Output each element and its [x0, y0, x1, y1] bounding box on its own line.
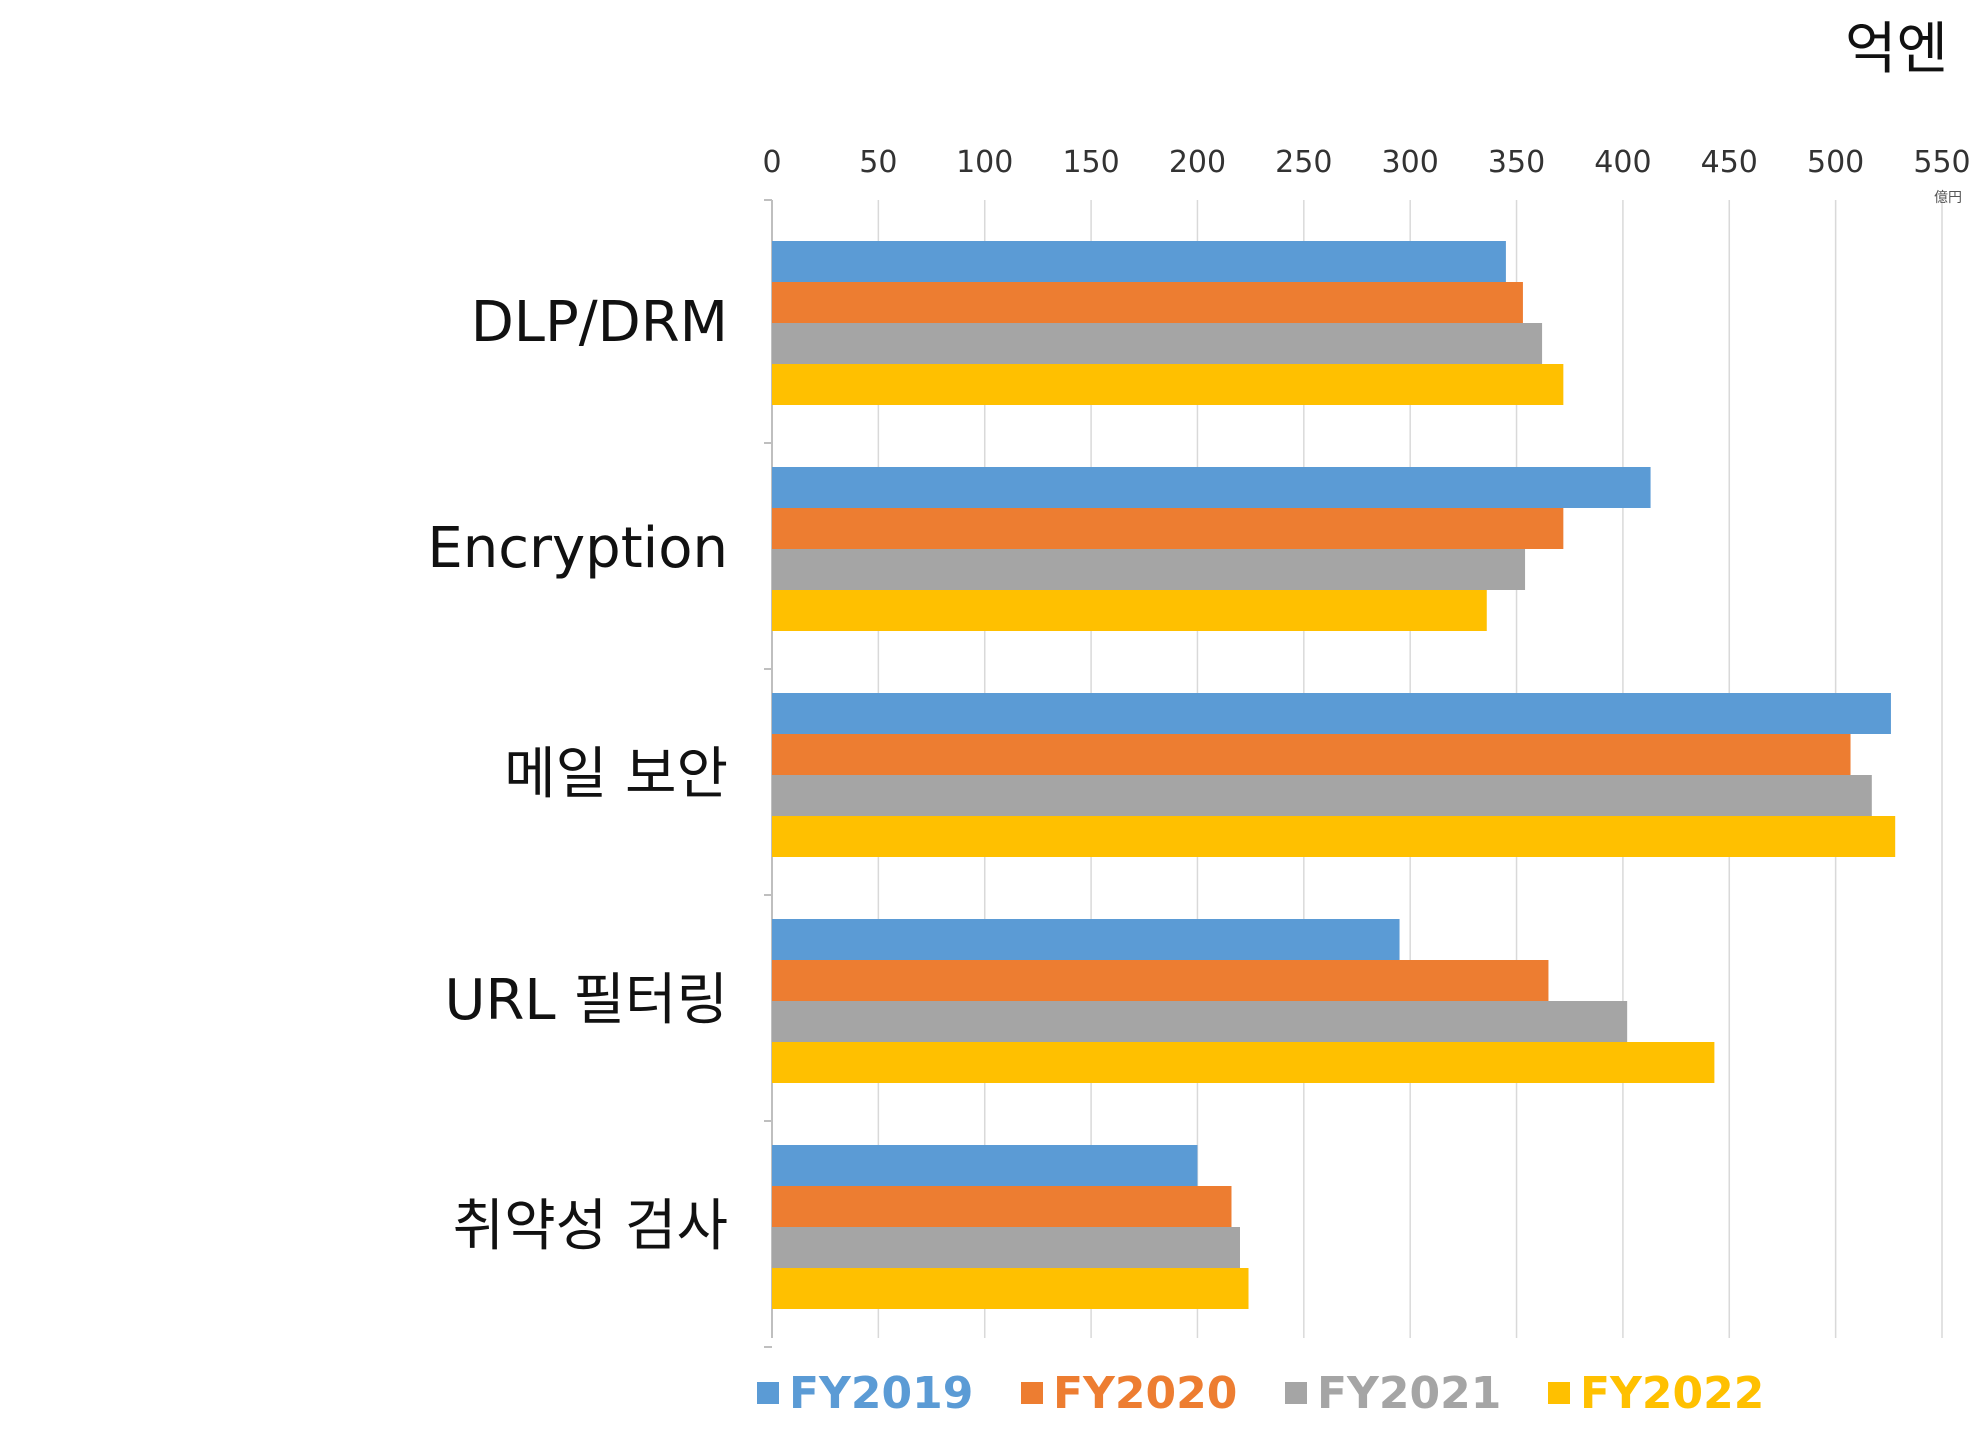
legend-label-fy2021: FY2021	[1317, 1368, 1501, 1419]
bar-fy2020	[772, 734, 1851, 775]
bar-fy2021	[772, 775, 1872, 816]
axis-unit-small: 億円	[1934, 190, 1962, 206]
x-tick-label: 0	[762, 145, 781, 180]
x-tick-label: 50	[859, 145, 897, 180]
bar-fy2019	[772, 693, 1891, 734]
legend-label-fy2022: FY2022	[1580, 1368, 1764, 1419]
legend: FY2019 FY2020 FY2021 FY2022	[757, 1368, 1764, 1419]
bar-fy2022	[772, 816, 1896, 857]
bar-fy2019	[772, 467, 1651, 508]
legend-swatch-fy2019	[757, 1382, 779, 1404]
bar-fy2020	[772, 960, 1549, 1001]
x-tick-label: 250	[1275, 145, 1332, 180]
bar-fy2020	[772, 1186, 1232, 1227]
x-tick-label: 500	[1807, 145, 1864, 180]
category-label: Encryption	[427, 516, 728, 581]
legend-swatch-fy2021	[1285, 1382, 1307, 1404]
category-label: DLP/DRM	[471, 290, 728, 355]
bar-fy2020	[772, 282, 1523, 323]
bars	[772, 241, 1896, 1309]
bar-fy2019	[772, 241, 1506, 282]
x-tick-label: 350	[1488, 145, 1545, 180]
bar-fy2021	[772, 1001, 1628, 1042]
x-tick-label: 100	[956, 145, 1013, 180]
category-label: 취약성 검사	[453, 1194, 728, 1259]
bar-fy2021	[772, 1227, 1240, 1268]
bar-fy2021	[772, 549, 1526, 590]
x-tick-label: 550	[1913, 145, 1970, 180]
x-tick-label: 300	[1382, 145, 1439, 180]
bar-fy2020	[772, 508, 1564, 549]
x-tick-label: 150	[1062, 145, 1119, 180]
legend-swatch-fy2020	[1021, 1382, 1043, 1404]
category-label: 메일 보안	[504, 742, 728, 807]
bar-fy2021	[772, 323, 1543, 364]
category-label: URL 필터링	[445, 968, 728, 1033]
bar-fy2022	[772, 364, 1564, 405]
bar-fy2022	[772, 1268, 1249, 1309]
legend-label-fy2020: FY2020	[1053, 1368, 1237, 1419]
x-tick-label: 200	[1169, 145, 1226, 180]
bar-fy2022	[772, 1042, 1715, 1083]
bar-fy2019	[772, 1145, 1198, 1186]
bar-fy2019	[772, 919, 1400, 960]
unit-label: 억엔	[1845, 17, 1948, 82]
legend-swatch-fy2022	[1548, 1382, 1570, 1404]
x-tick-label: 400	[1594, 145, 1651, 180]
bar-fy2022	[772, 590, 1487, 631]
x-tick-label: 450	[1701, 145, 1758, 180]
x-axis-ticks: 0 50 100 150 200 250 300 350 400 450 500 550	[762, 145, 1970, 180]
legend-label-fy2019: FY2019	[789, 1368, 973, 1419]
